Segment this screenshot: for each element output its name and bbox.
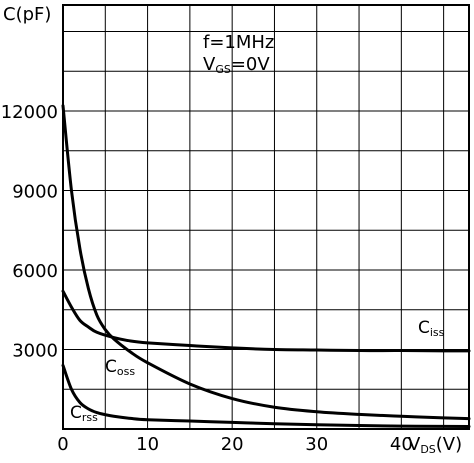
series-line-crss (61, 363, 471, 428)
frequency-annotation: f=1MHz (203, 32, 274, 53)
x-tick-label: 0 (57, 434, 68, 455)
tick-labels: 0 10 20 30 40 3000 6000 9000 12000 (1, 102, 413, 455)
y-tick-label: 9000 (12, 182, 58, 203)
y-tick-label: 12000 (1, 102, 58, 123)
plot-frame (62, 4, 470, 430)
vgs-annotation: VGS=0V (203, 54, 270, 76)
y-axis-title: C(pF) (3, 4, 51, 25)
series-lines (61, 104, 471, 428)
x-tick-label: 20 (221, 434, 244, 455)
x-axis-title: VDS(V) (408, 434, 462, 456)
axes (62, 4, 470, 430)
series-line-ciss (61, 289, 471, 353)
grid (63, 5, 469, 429)
series-line-coss (61, 104, 471, 421)
ciss-label: Ciss (418, 318, 445, 339)
y-tick-label: 3000 (12, 341, 58, 362)
coss-label: Coss (105, 357, 135, 378)
x-tick-label: 10 (136, 434, 159, 455)
x-tick-label: 40 (390, 434, 413, 455)
crss-label: Crss (70, 403, 98, 424)
y-tick-label: 6000 (12, 261, 58, 282)
x-tick-label: 30 (305, 434, 328, 455)
